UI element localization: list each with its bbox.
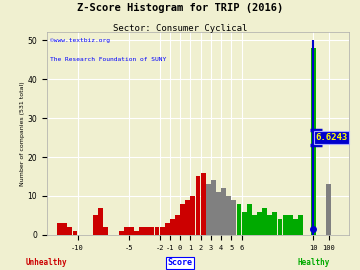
- Bar: [170, 219, 175, 235]
- Bar: [221, 188, 226, 235]
- Text: Healthy: Healthy: [297, 258, 329, 267]
- Bar: [278, 219, 283, 235]
- Bar: [72, 231, 77, 235]
- Bar: [103, 227, 108, 235]
- Bar: [247, 204, 252, 235]
- Text: ©www.textbiz.org: ©www.textbiz.org: [50, 39, 110, 43]
- Bar: [273, 211, 277, 235]
- Bar: [216, 192, 221, 235]
- Bar: [144, 227, 149, 235]
- Bar: [201, 173, 206, 235]
- Bar: [129, 227, 134, 235]
- Text: 6.6243: 6.6243: [315, 133, 348, 142]
- Bar: [124, 227, 129, 235]
- Bar: [298, 215, 303, 235]
- Bar: [206, 184, 211, 235]
- Y-axis label: Number of companies (531 total): Number of companies (531 total): [19, 81, 24, 186]
- Bar: [98, 208, 103, 235]
- Bar: [242, 211, 247, 235]
- Text: The Research Foundation of SUNY: The Research Foundation of SUNY: [50, 57, 166, 62]
- Bar: [326, 184, 331, 235]
- Bar: [293, 219, 298, 235]
- Bar: [252, 215, 257, 235]
- Bar: [190, 196, 195, 235]
- Bar: [226, 196, 231, 235]
- Bar: [93, 215, 98, 235]
- Bar: [185, 200, 190, 235]
- Bar: [119, 231, 123, 235]
- Bar: [257, 211, 262, 235]
- Bar: [231, 200, 236, 235]
- Bar: [267, 215, 272, 235]
- Text: Z-Score Histogram for TRIP (2016): Z-Score Histogram for TRIP (2016): [77, 3, 283, 13]
- Bar: [149, 227, 154, 235]
- Bar: [237, 204, 242, 235]
- Bar: [165, 223, 170, 235]
- Bar: [67, 227, 72, 235]
- Bar: [311, 48, 316, 235]
- Bar: [154, 227, 159, 235]
- Bar: [288, 215, 293, 235]
- Bar: [180, 204, 185, 235]
- Bar: [283, 215, 288, 235]
- Text: Score: Score: [167, 258, 193, 267]
- Bar: [211, 180, 216, 235]
- Bar: [262, 208, 267, 235]
- Bar: [175, 215, 180, 235]
- Bar: [195, 177, 201, 235]
- Text: Sector: Consumer Cyclical: Sector: Consumer Cyclical: [113, 24, 247, 33]
- Bar: [139, 227, 144, 235]
- Bar: [160, 227, 165, 235]
- Bar: [62, 223, 67, 235]
- Bar: [134, 231, 139, 235]
- Bar: [57, 223, 62, 235]
- Text: Unhealthy: Unhealthy: [26, 258, 68, 267]
